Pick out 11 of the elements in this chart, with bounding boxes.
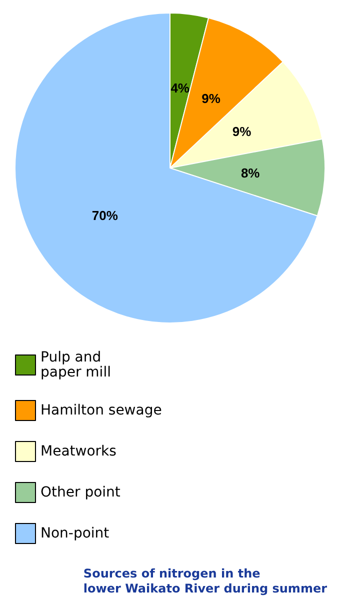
text: Sources of nitrogen in the lower Waikato River during summer (83, 566, 328, 596)
data-label: 9% (202, 91, 221, 106)
legend-label: Pulp and paper mill (40, 350, 111, 380)
data-label: 70% (92, 208, 118, 223)
legend-label: Other point (40, 484, 121, 500)
legend-label: Hamilton sewage (40, 402, 162, 418)
data-label: 8% (240, 166, 260, 181)
legend-label: Non-point (40, 526, 110, 542)
data-label: 4% (170, 80, 190, 96)
legend-label: Meatworks (40, 444, 116, 460)
data-label: 9% (232, 124, 252, 139)
